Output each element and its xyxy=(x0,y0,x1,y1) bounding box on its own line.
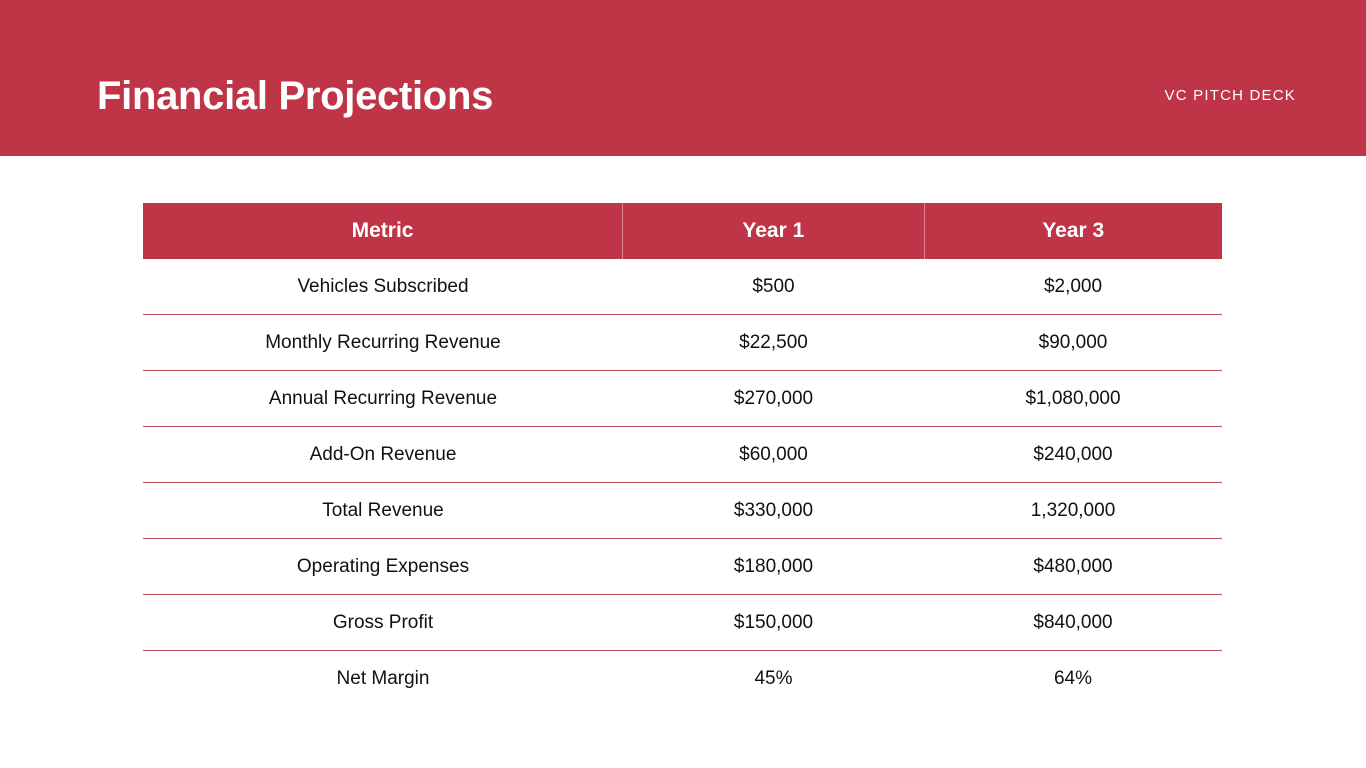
year-3-cell: $90,000 xyxy=(1038,331,1108,353)
metric-cell: Net Margin xyxy=(336,668,430,689)
metric-cell: Vehicles Subscribed xyxy=(297,275,469,297)
table-row: Gross Profit $150,000 $840,000 xyxy=(143,595,1222,651)
table-row: Total Revenue $330,000 1,320,000 xyxy=(143,483,1222,539)
table-row: Operating Expenses $180,000 $480,000 xyxy=(143,539,1222,595)
year-1-cell: $330,000 xyxy=(733,499,814,521)
metric-cell: Monthly Recurring Revenue xyxy=(265,331,501,353)
year-3-cell: $840,000 xyxy=(1033,611,1113,633)
table-header-row: Metric Year 1 Year 3 xyxy=(143,203,1222,259)
year-3-cell: $240,000 xyxy=(1033,443,1113,465)
table-row: Vehicles Subscribed $500 $2,000 xyxy=(143,259,1222,315)
year-3-cell: $2,000 xyxy=(1043,275,1103,297)
deck-label: VC PITCH DECK xyxy=(1164,87,1296,104)
table-row: Annual Recurring Revenue $270,000 $1,080… xyxy=(143,371,1222,427)
table-row: Add-On Revenue $60,000 $240,000 xyxy=(143,427,1222,483)
column-header-year-3: Year 3 xyxy=(923,203,1222,259)
projections-table: Metric Year 1 Year 3 Vehicles Subscribed… xyxy=(143,203,1222,707)
year-1-cell: $60,000 xyxy=(739,443,808,465)
table-row: Monthly Recurring Revenue $22,500 $90,00… xyxy=(143,315,1222,371)
year-3-cell: 64% xyxy=(1053,668,1093,689)
year-1-cell: $22,500 xyxy=(739,331,808,353)
page-title: Financial Projections xyxy=(97,74,494,118)
metric-cell: Total Revenue xyxy=(322,499,444,521)
year-3-cell: 1,320,000 xyxy=(1030,499,1116,521)
year-1-cell: $500 xyxy=(752,275,795,297)
header-bar: Financial Projections VC PITCH DECK xyxy=(0,0,1366,156)
metric-cell: Add-On Revenue xyxy=(309,443,457,465)
year-3-cell: $1,080,000 xyxy=(1025,387,1121,409)
year-1-cell: $180,000 xyxy=(733,555,814,577)
metric-cell: Operating Expenses xyxy=(296,555,470,577)
metric-cell: Annual Recurring Revenue xyxy=(268,387,498,409)
year-1-cell: $150,000 xyxy=(733,611,814,633)
table-row: Net Margin 45% 64% xyxy=(143,651,1222,707)
year-3-cell: $480,000 xyxy=(1033,555,1113,577)
column-header-year-1: Year 1 xyxy=(622,203,923,259)
column-header-metric: Metric xyxy=(351,219,414,242)
year-1-cell: $270,000 xyxy=(733,387,814,409)
year-1-cell: 45% xyxy=(754,668,793,689)
metric-cell: Gross Profit xyxy=(332,611,434,633)
